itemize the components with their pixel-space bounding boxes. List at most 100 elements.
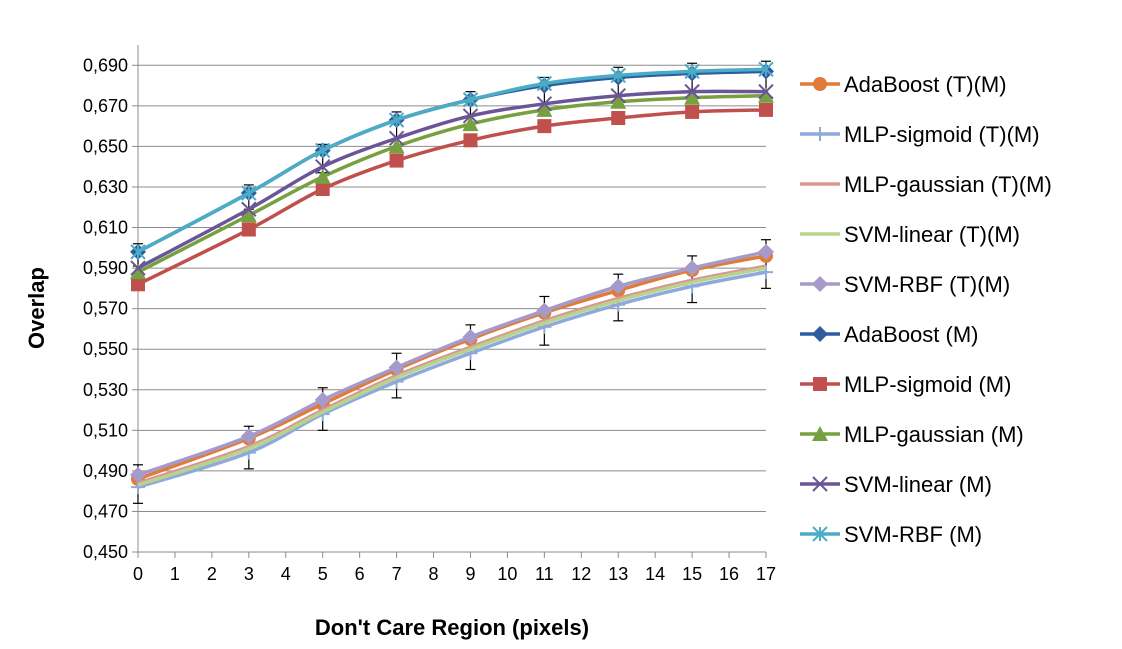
data-point bbox=[813, 377, 827, 391]
data-point bbox=[388, 112, 405, 128]
series-4 bbox=[130, 243, 774, 483]
series-line bbox=[137, 270, 767, 489]
legend-label: SVM-RBF (M) bbox=[844, 522, 982, 547]
data-point bbox=[130, 244, 146, 260]
series-line bbox=[137, 264, 767, 485]
x-tick-label: 11 bbox=[535, 564, 554, 584]
x-tick-label: 17 bbox=[756, 564, 776, 584]
x-tick-label: 0 bbox=[133, 564, 143, 584]
data-point bbox=[812, 526, 828, 542]
data-point bbox=[610, 278, 627, 295]
series-line bbox=[137, 254, 767, 481]
series-1 bbox=[131, 265, 773, 495]
legend-label: AdaBoost (M) bbox=[844, 322, 979, 347]
data-point bbox=[315, 181, 330, 196]
data-point bbox=[240, 428, 257, 445]
y-tick-label: 0,550 bbox=[83, 339, 128, 359]
data-point bbox=[537, 119, 552, 134]
data-point bbox=[314, 168, 331, 184]
series-6 bbox=[131, 102, 773, 292]
data-point bbox=[462, 329, 479, 346]
x-tick-label: 7 bbox=[392, 564, 402, 584]
data-point bbox=[758, 83, 774, 100]
data-point bbox=[388, 138, 405, 154]
data-point bbox=[684, 83, 700, 100]
data-point bbox=[314, 391, 331, 408]
data-point bbox=[758, 243, 774, 260]
data-point bbox=[758, 87, 774, 103]
data-point bbox=[130, 264, 146, 280]
data-point bbox=[813, 127, 827, 141]
x-axis-title: Don't Care Region (pixels) bbox=[315, 615, 589, 640]
y-tick-label: 0,450 bbox=[83, 542, 128, 562]
y-tick-labels: 0,450 0,470 0,490 0,510 0,530 0,550 0,570 0,590… bbox=[83, 55, 138, 562]
x-tick-label: 12 bbox=[571, 564, 591, 584]
legend-entry: MLP-gaussian (M) bbox=[800, 422, 1024, 447]
legend-label: MLP-sigmoid (T)(M) bbox=[844, 122, 1040, 147]
data-point bbox=[462, 108, 479, 124]
legend-label: SVM-linear (T)(M) bbox=[844, 222, 1020, 247]
legend-entry: SVM-linear (T)(M) bbox=[800, 222, 1020, 247]
y-tick-label: 0,610 bbox=[83, 218, 128, 238]
data-point bbox=[130, 260, 146, 276]
x-tick-label: 14 bbox=[645, 564, 665, 584]
x-tick-label: 8 bbox=[429, 564, 439, 584]
y-tick-label: 0,490 bbox=[83, 461, 128, 481]
series-7 bbox=[130, 87, 774, 280]
legend-entry: MLP-sigmoid (M) bbox=[800, 372, 1011, 397]
data-point bbox=[536, 75, 553, 92]
data-point bbox=[684, 89, 701, 105]
y-axis-title: Overlap bbox=[24, 267, 49, 349]
y-tick-label: 0,590 bbox=[83, 258, 128, 278]
data-point bbox=[812, 426, 828, 441]
y-tick-label: 0,650 bbox=[83, 136, 128, 156]
legend-label: MLP-gaussian (M) bbox=[844, 422, 1024, 447]
x-tick-label: 2 bbox=[207, 564, 217, 584]
legend-entry: MLP-gaussian (T)(M) bbox=[800, 172, 1052, 197]
data-point bbox=[389, 153, 404, 168]
series-line bbox=[137, 108, 767, 286]
x-tick-label: 13 bbox=[608, 564, 628, 584]
data-point bbox=[462, 92, 479, 108]
data-point bbox=[610, 93, 627, 109]
series-8 bbox=[130, 83, 774, 276]
data-point bbox=[812, 326, 828, 342]
series-lines bbox=[130, 61, 774, 495]
data-point bbox=[131, 277, 145, 292]
data-point bbox=[684, 260, 701, 277]
legend-label: SVM-RBF (T)(M) bbox=[844, 272, 1010, 297]
grid bbox=[138, 64, 766, 512]
data-point bbox=[388, 359, 405, 376]
data-point bbox=[314, 158, 331, 175]
y-tick-label: 0,470 bbox=[83, 501, 128, 521]
x-tick-label: 4 bbox=[281, 564, 291, 584]
data-point bbox=[241, 201, 257, 217]
y-tick-label: 0,630 bbox=[83, 177, 128, 197]
legend-label: AdaBoost (T)(M) bbox=[844, 72, 1007, 97]
data-point bbox=[314, 142, 331, 159]
data-point bbox=[611, 111, 626, 126]
data-point bbox=[759, 102, 773, 117]
series-line bbox=[137, 89, 767, 270]
data-point bbox=[536, 101, 553, 117]
data-point bbox=[812, 276, 828, 292]
data-point bbox=[241, 185, 257, 201]
y-tick-label: 0,570 bbox=[83, 299, 128, 319]
legend-label: MLP-sigmoid (M) bbox=[844, 372, 1011, 397]
data-point bbox=[240, 207, 257, 223]
legend-entry: SVM-RBF (M) bbox=[800, 522, 982, 547]
data-point bbox=[536, 96, 553, 112]
y-tick-label: 0,690 bbox=[83, 55, 128, 75]
x-tick-label: 6 bbox=[355, 564, 365, 584]
data-point bbox=[463, 133, 478, 148]
legend-entry: MLP-sigmoid (T)(M) bbox=[800, 122, 1040, 147]
data-point bbox=[812, 476, 828, 492]
x-tick-label: 15 bbox=[682, 564, 702, 584]
data-point bbox=[610, 67, 626, 84]
legend-entry: SVM-RBF (T)(M) bbox=[800, 272, 1010, 297]
y-tick-label: 0,510 bbox=[83, 420, 128, 440]
series-line bbox=[137, 266, 767, 487]
legend-entry: AdaBoost (T)(M) bbox=[800, 72, 1007, 97]
legend-entry: SVM-linear (M) bbox=[800, 472, 992, 497]
x-tick-labels: 0 1 2 3 4 5 6 7 8 9 10 11 12 13 14 15 16 17 bbox=[133, 552, 776, 584]
